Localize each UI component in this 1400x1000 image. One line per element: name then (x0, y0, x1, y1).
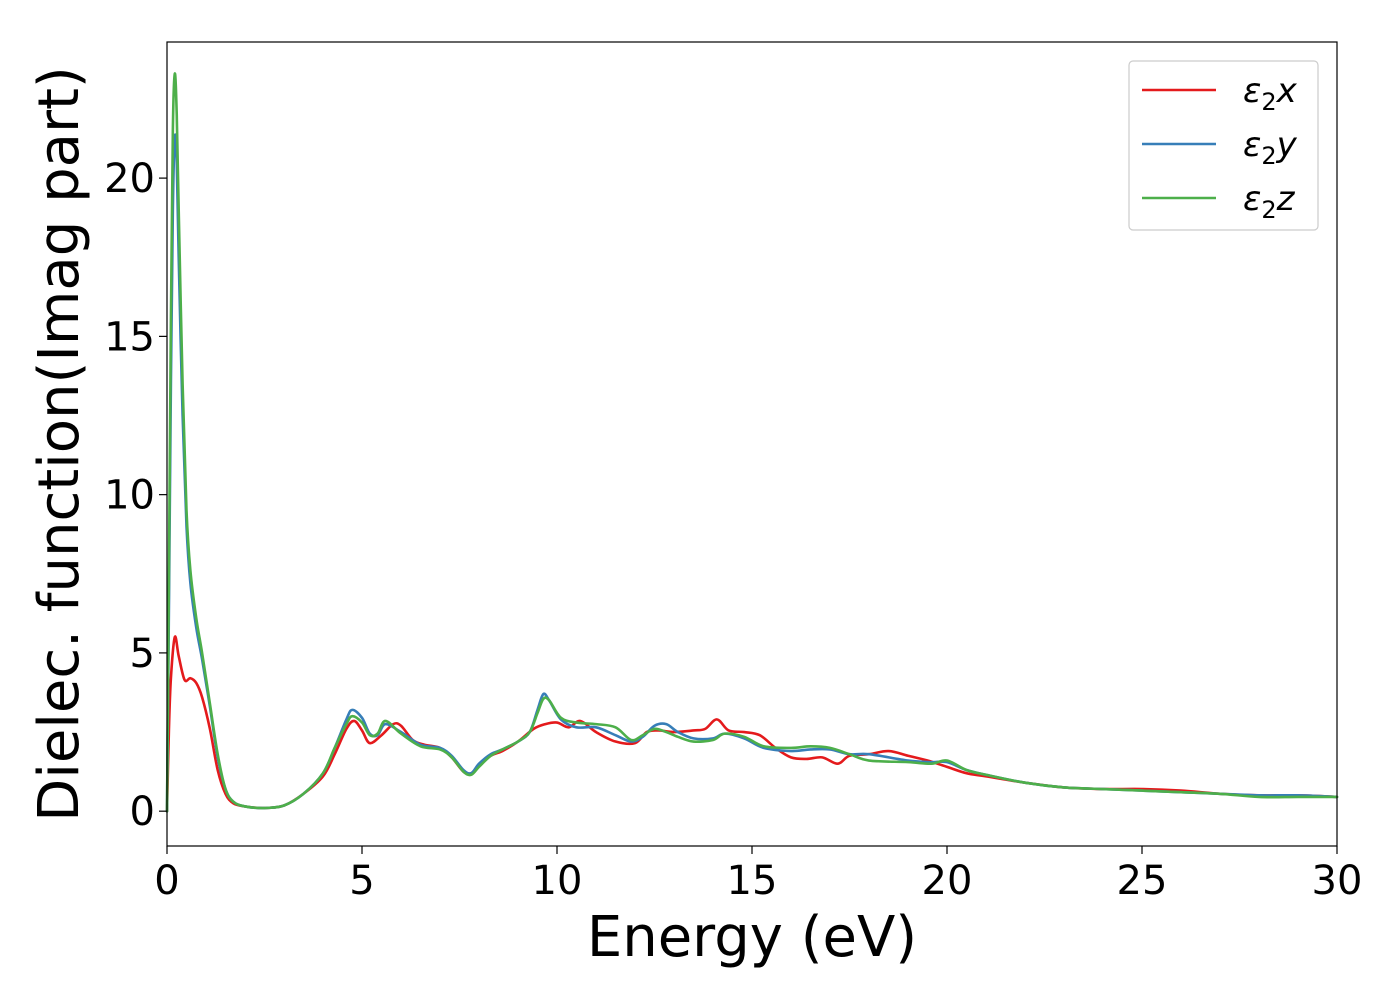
y-tick-label: 5 (130, 631, 155, 677)
x-axis-ticks: 0 5 10 15 20 25 30 (154, 846, 1362, 904)
x-tick-label: 10 (532, 858, 583, 904)
legend-label-x: ε2x (1243, 71, 1298, 116)
x-tick-label: 25 (1117, 858, 1168, 904)
x-tick-label: 30 (1312, 858, 1363, 904)
x-tick-label: 5 (349, 858, 374, 904)
legend-box (1128, 60, 1319, 231)
y-axis-ticks: 0 5 10 15 20 (104, 156, 167, 835)
x-tick-label: 20 (922, 858, 973, 904)
legend: ε2x ε2y ε2z (1128, 60, 1319, 231)
y-tick-label: 0 (130, 789, 155, 835)
y-tick-label: 20 (104, 156, 155, 202)
series-layer (165, 72, 1339, 813)
y-tick-label: 10 (104, 473, 155, 519)
legend-label-z: ε2z (1243, 179, 1296, 224)
legend-label-y: ε2y (1243, 125, 1298, 170)
series-line-z (165, 72, 1339, 813)
y-axis-label: Dielec. function(Imag part) (27, 66, 92, 822)
y-tick-label: 15 (104, 314, 155, 360)
x-tick-label: 0 (154, 858, 179, 904)
x-tick-label: 15 (727, 858, 778, 904)
x-axis-label: Energy (eV) (587, 905, 917, 970)
